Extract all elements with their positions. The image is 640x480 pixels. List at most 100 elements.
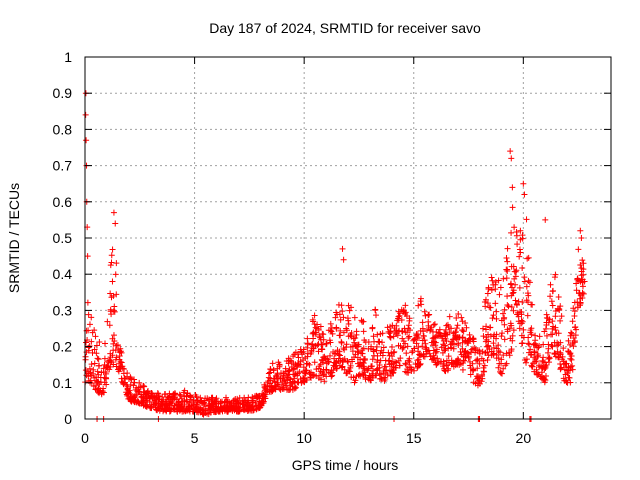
data-point bbox=[554, 342, 561, 349]
data-point bbox=[521, 278, 528, 285]
data-point bbox=[474, 356, 481, 363]
data-point bbox=[578, 235, 585, 241]
data-point bbox=[395, 308, 402, 315]
data-point bbox=[109, 278, 116, 285]
data-point bbox=[487, 324, 494, 331]
data-point bbox=[385, 349, 392, 356]
data-point bbox=[373, 372, 380, 379]
data-point bbox=[265, 374, 272, 381]
data-point bbox=[506, 325, 513, 332]
data-point bbox=[516, 253, 523, 260]
data-point bbox=[563, 379, 570, 386]
data-point bbox=[501, 321, 508, 328]
data-point bbox=[547, 281, 554, 288]
data-point bbox=[426, 311, 433, 318]
data-point bbox=[577, 300, 584, 307]
data-point bbox=[571, 313, 578, 320]
y-tick-labels: 0 0.1 0.2 0.3 0.4 0.5 0.6 0.7 0.8 0.9 1 bbox=[53, 49, 73, 427]
data-point bbox=[495, 342, 502, 349]
data-point bbox=[204, 395, 211, 402]
data-point bbox=[416, 352, 423, 359]
data-point bbox=[415, 348, 422, 355]
data-point bbox=[317, 376, 324, 383]
data-point bbox=[100, 385, 107, 392]
data-point bbox=[501, 306, 508, 313]
data-point bbox=[405, 335, 412, 342]
data-point bbox=[291, 365, 298, 372]
data-point bbox=[450, 363, 457, 370]
data-point bbox=[397, 355, 404, 362]
data-point bbox=[504, 301, 511, 308]
data-point bbox=[176, 391, 183, 398]
data-point bbox=[544, 349, 551, 356]
data-point bbox=[374, 357, 381, 364]
data-point bbox=[340, 359, 347, 366]
data-point bbox=[352, 334, 359, 341]
data-point bbox=[559, 356, 566, 363]
data-point bbox=[140, 383, 147, 390]
data-point bbox=[516, 246, 523, 253]
data-point bbox=[106, 322, 113, 329]
data-point bbox=[510, 307, 517, 314]
data-point bbox=[546, 355, 553, 362]
data-point bbox=[235, 399, 242, 406]
data-point bbox=[565, 348, 572, 355]
data-point bbox=[126, 387, 133, 394]
data-point bbox=[520, 326, 527, 333]
data-point bbox=[295, 354, 302, 361]
data-point bbox=[523, 356, 530, 363]
data-point bbox=[510, 289, 517, 296]
data-point bbox=[236, 394, 243, 401]
data-point bbox=[480, 333, 487, 340]
data-point bbox=[246, 402, 253, 409]
data-point bbox=[557, 303, 564, 310]
data-point bbox=[348, 374, 355, 381]
data-point bbox=[124, 383, 131, 390]
data-point bbox=[576, 302, 583, 309]
data-point bbox=[459, 327, 466, 334]
data-point bbox=[488, 274, 495, 281]
data-point bbox=[127, 381, 134, 388]
data-point bbox=[551, 350, 558, 357]
data-point bbox=[454, 355, 461, 362]
data-point bbox=[94, 387, 101, 394]
data-point bbox=[530, 360, 537, 367]
data-point bbox=[340, 329, 347, 336]
data-point bbox=[430, 352, 437, 359]
data-point bbox=[519, 299, 526, 306]
data-point bbox=[361, 337, 368, 344]
data-point bbox=[343, 327, 350, 334]
data-point bbox=[355, 341, 362, 348]
data-point bbox=[403, 361, 410, 368]
data-point bbox=[485, 285, 492, 292]
data-point bbox=[503, 266, 510, 273]
data-point bbox=[411, 345, 418, 352]
data-point bbox=[421, 308, 428, 315]
data-point bbox=[127, 390, 134, 397]
data-point bbox=[567, 355, 574, 362]
data-point bbox=[353, 331, 360, 338]
data-point bbox=[500, 275, 507, 282]
data-point bbox=[414, 334, 421, 341]
data-point bbox=[172, 390, 179, 397]
data-point bbox=[448, 357, 455, 364]
data-point bbox=[355, 349, 362, 356]
data-point bbox=[536, 333, 543, 340]
data-point bbox=[313, 325, 320, 332]
data-point bbox=[380, 349, 387, 356]
data-point bbox=[501, 336, 508, 343]
data-point bbox=[424, 348, 431, 355]
data-point bbox=[505, 303, 512, 310]
data-point bbox=[258, 400, 265, 407]
data-point bbox=[495, 348, 502, 355]
data-point bbox=[190, 398, 197, 405]
data-point bbox=[481, 368, 488, 375]
data-point bbox=[175, 399, 182, 406]
data-point bbox=[337, 357, 344, 364]
y-tick-label: 0.5 bbox=[53, 230, 73, 246]
data-point bbox=[525, 254, 532, 261]
data-point bbox=[107, 290, 114, 297]
data-point bbox=[568, 353, 575, 360]
data-point bbox=[328, 373, 335, 380]
data-point bbox=[376, 339, 383, 346]
